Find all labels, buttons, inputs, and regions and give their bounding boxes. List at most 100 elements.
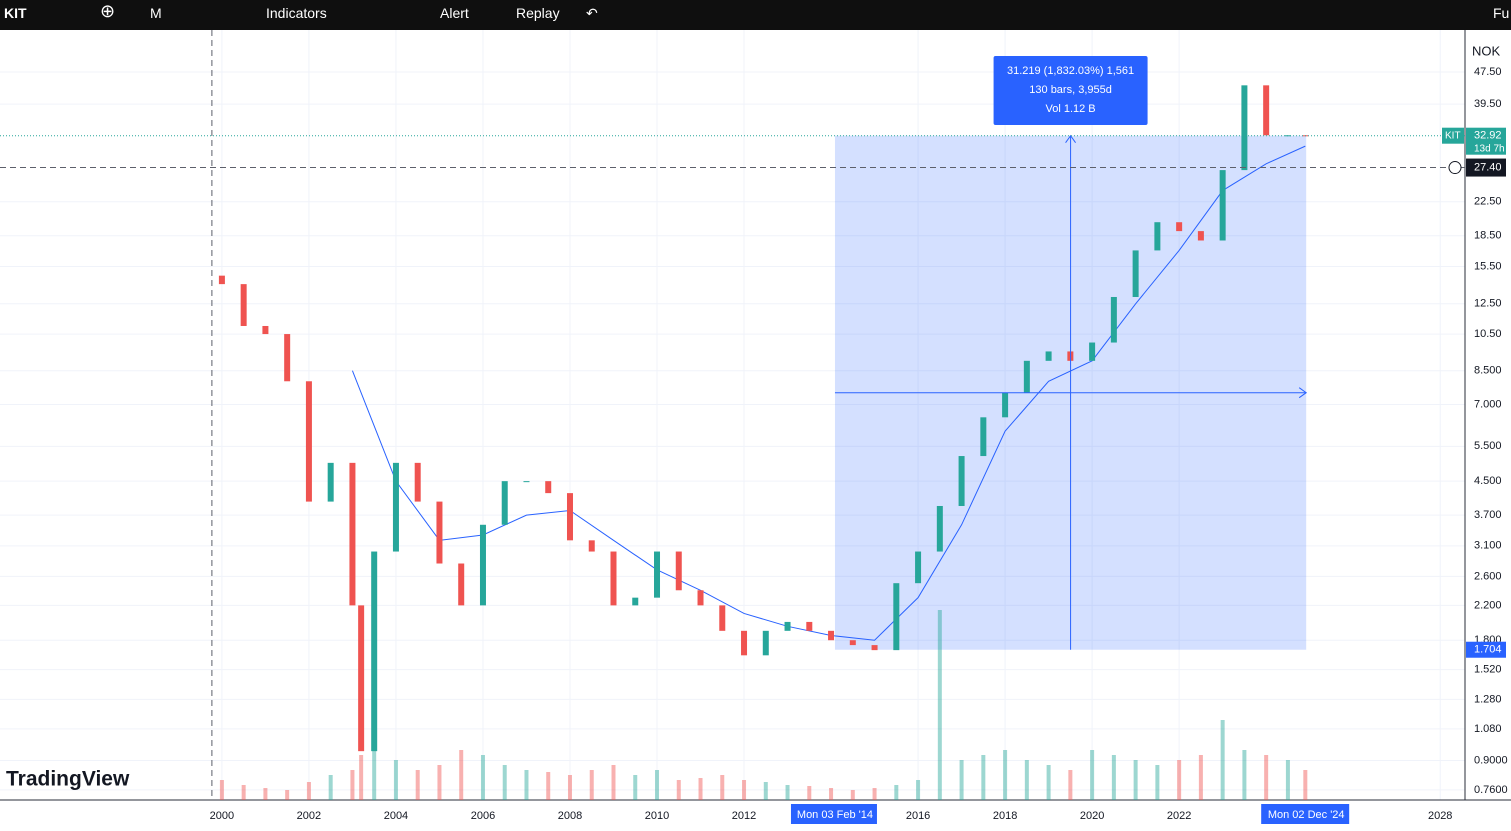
x-tick-label: 2012 <box>732 810 756 822</box>
indicators-button[interactable]: Indicators <box>266 5 327 21</box>
candle <box>632 597 639 606</box>
candle <box>218 275 225 285</box>
x-tick-label: 2016 <box>906 810 930 822</box>
candle <box>654 551 661 598</box>
volume-bar <box>1198 755 1203 800</box>
candle <box>610 551 617 606</box>
volume-bar <box>263 788 268 800</box>
price-axis <box>1465 30 1511 800</box>
volume-bar <box>1090 750 1095 800</box>
price-label: 1.704 <box>1474 644 1502 656</box>
last-price: 32.92 <box>1474 130 1502 142</box>
volume-bar <box>350 770 355 800</box>
volume-bar <box>959 760 964 800</box>
y-tick-label: 47.50 <box>1474 66 1502 78</box>
volume-bar <box>285 790 290 800</box>
symbol-search[interactable]: KIT <box>4 5 27 21</box>
add-alert-button[interactable] <box>1448 161 1462 175</box>
candle <box>458 563 465 606</box>
candle <box>566 493 573 541</box>
volume-bar <box>611 765 616 800</box>
logo: TradingView <box>6 768 130 791</box>
y-tick-label: 2.200 <box>1474 599 1502 611</box>
candle <box>1241 85 1248 171</box>
volume-bar <box>1177 760 1182 800</box>
volume-bar <box>872 788 877 800</box>
volume-bar <box>589 770 594 800</box>
currency[interactable]: NOK <box>1472 43 1501 58</box>
y-tick-label: 15.50 <box>1474 260 1502 272</box>
volume-bar <box>1003 750 1008 800</box>
y-tick-label: 10.50 <box>1474 328 1502 340</box>
volume-bar <box>785 785 790 800</box>
fullscreen-button[interactable]: Fu <box>1493 5 1510 21</box>
candle <box>349 462 356 606</box>
y-tick-label: 8.500 <box>1474 365 1502 377</box>
volume-bar <box>437 765 442 800</box>
y-tick-label: 1.080 <box>1474 723 1502 735</box>
candle <box>1176 222 1183 232</box>
volume-bar <box>415 770 420 800</box>
volume-bar <box>393 760 398 800</box>
candle <box>1197 231 1204 241</box>
volume-bar <box>916 780 921 800</box>
volume-bar <box>1111 755 1116 800</box>
candle <box>871 645 878 651</box>
interval[interactable]: M <box>150 5 162 21</box>
volume-bar <box>655 770 660 800</box>
x-tick-label: 2022 <box>1167 810 1191 822</box>
y-tick-label: 5.500 <box>1474 440 1502 452</box>
arrowhead <box>1065 134 1076 143</box>
symbol-tag <box>1442 127 1464 144</box>
undo-button[interactable]: ↶ <box>586 5 598 21</box>
candle <box>1219 170 1226 241</box>
candle <box>828 630 835 641</box>
x-tick-label: 2018 <box>993 810 1017 822</box>
x-tick-label: 2028 <box>1428 810 1452 822</box>
y-tick-label: 4.500 <box>1474 475 1502 487</box>
time-label: Mon 02 Dec '24 <box>1268 809 1345 821</box>
candle <box>371 551 378 752</box>
candle <box>806 621 813 631</box>
y-tick-label: 1.520 <box>1474 663 1502 675</box>
candle <box>1045 351 1052 361</box>
volume-bar <box>1220 720 1225 800</box>
candle <box>284 334 291 382</box>
candle <box>392 462 399 552</box>
measure-tooltip <box>993 56 1148 125</box>
candle <box>588 540 595 552</box>
candle <box>262 325 269 335</box>
x-tick-label: 2004 <box>384 810 408 822</box>
volume-bar <box>372 740 377 800</box>
volume-bar <box>981 755 986 800</box>
candle <box>697 590 704 606</box>
volume-bar <box>306 782 311 800</box>
crosshair-price: 27.40 <box>1474 161 1502 173</box>
replay-button[interactable]: Replay <box>516 5 560 21</box>
volume-bar <box>633 775 638 800</box>
candle <box>501 481 508 525</box>
y-tick-label: 3.700 <box>1474 509 1502 521</box>
x-tick-label: 2008 <box>558 810 582 822</box>
volume-bar <box>1264 755 1269 800</box>
x-tick-label: 2020 <box>1080 810 1104 822</box>
symbol-tag-text: KIT <box>1445 130 1461 141</box>
x-tick-label: 2010 <box>645 810 669 822</box>
x-tick-label: 2000 <box>210 810 234 822</box>
candle <box>1263 85 1270 136</box>
y-tick-label: 18.50 <box>1474 230 1502 242</box>
x-tick-label: 2006 <box>471 810 495 822</box>
candle <box>915 551 922 584</box>
toolbar: KIT ⊕ M Indicators Alert Replay ↶ Fu <box>0 0 1511 30</box>
volume-bar <box>763 782 768 800</box>
alert-button[interactable]: Alert <box>440 5 469 21</box>
candle <box>305 381 312 502</box>
measure-text: 130 bars, 3,955d <box>1029 84 1112 96</box>
candle <box>436 501 443 564</box>
volume-bar <box>850 790 855 800</box>
candle <box>675 551 682 591</box>
candle <box>1154 222 1161 251</box>
candle <box>327 462 334 502</box>
add-symbol[interactable]: ⊕ <box>100 1 116 21</box>
volume-bar <box>480 755 485 800</box>
